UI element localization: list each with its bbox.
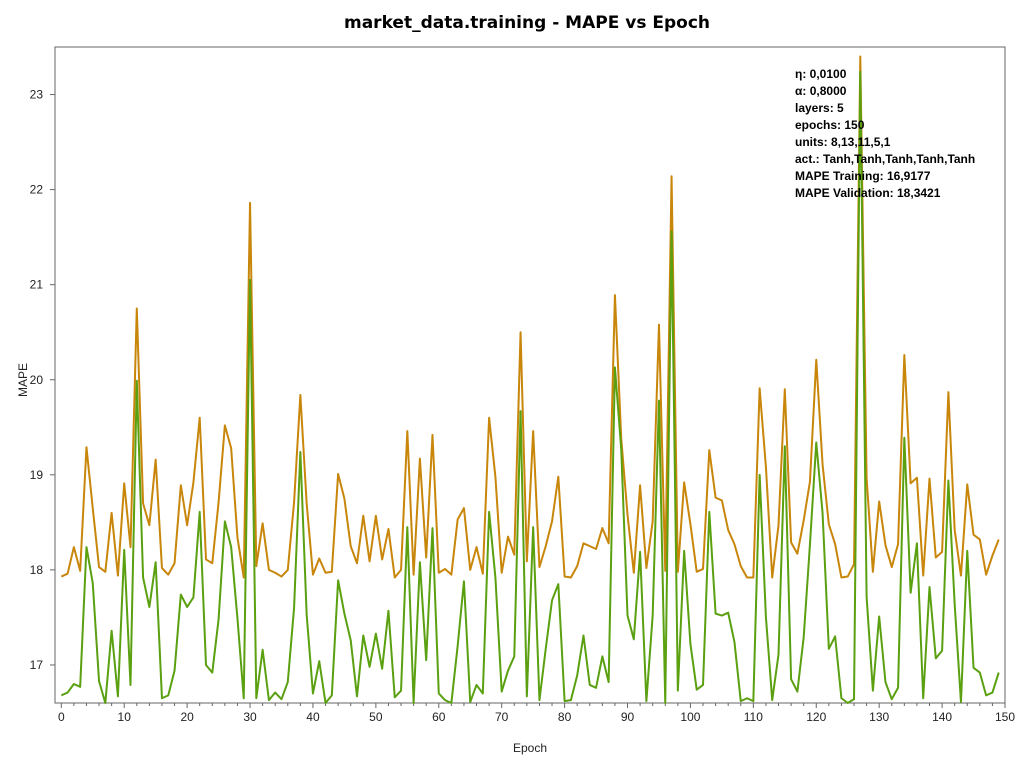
x-tick-label: 30 [243,710,257,724]
annotation-line: act.: Tanh,Tanh,Tanh,Tanh,Tanh [795,152,975,166]
annotation-line: η: 0,0100 [795,67,847,81]
x-axis: 0 10 20 30 40 50 60 70 80 90 100 110 120 130 140 150 [58,703,1015,724]
y-tick-label: 17 [30,658,44,672]
series-line-training [60,70,1000,704]
x-tick-label: 0 [58,710,65,724]
x-tick-label: 10 [118,710,132,724]
x-tick-label: 100 [680,710,700,724]
x-tick-label: 110 [744,710,763,724]
series-line-validation [60,55,1000,579]
plot-area [54,46,1006,704]
x-tick-label: 120 [806,710,826,724]
series-layer [60,55,1000,704]
y-tick-label: 18 [30,563,44,577]
x-tick-label: 90 [621,710,635,724]
y-axis: 17 18 19 20 21 22 23 [30,88,55,672]
x-tick-label: 150 [995,710,1015,724]
hyperparameter-annotation: η: 0,0100 α: 0,8000 layers: 5 epochs: 150 un… [795,67,975,200]
annotation-line: MAPE Training: 16,9177 [795,169,931,183]
y-tick-label: 19 [30,468,44,482]
annotation-line: α: 0,8000 [795,84,847,98]
annotation-line: epochs: 150 [795,118,865,132]
x-tick-label: 70 [495,710,509,724]
x-tick-label: 130 [869,710,889,724]
y-tick-label: 23 [30,88,44,102]
x-tick-label: 60 [432,710,446,724]
y-axis-label: MAPE [16,363,30,397]
y-tick-label: 20 [30,373,44,387]
x-tick-label: 20 [180,710,194,724]
y-tick-label: 22 [30,183,44,197]
annotation-line: units: 8,13,11,5,1 [795,135,891,149]
x-tick-label: 50 [369,710,383,724]
annotation-line: MAPE Validation: 18,3421 [795,186,941,200]
chart-title: market_data.training - MAPE vs Epoch [344,13,710,33]
x-tick-label: 80 [558,710,572,724]
annotation-line: layers: 5 [795,101,844,115]
x-tick-label: 140 [932,710,952,724]
x-axis-label: Epoch [513,741,547,755]
y-tick-label: 21 [30,278,44,292]
x-tick-label: 40 [306,710,320,724]
